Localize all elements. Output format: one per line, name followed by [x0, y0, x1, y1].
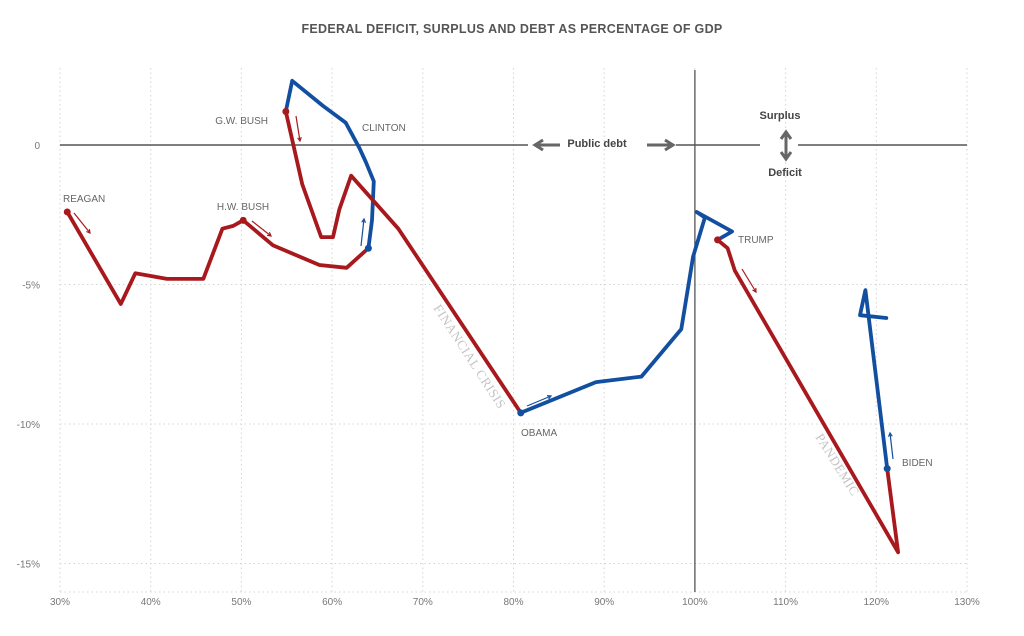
arrowhead-icon	[266, 232, 272, 237]
y-tick-label: -10%	[17, 420, 40, 431]
series-start-marker	[282, 108, 290, 116]
left-arrow-icon	[532, 138, 560, 152]
up-down-arrow-icon	[779, 129, 793, 162]
direction-arrow-icon	[526, 395, 552, 407]
series-line-biden	[858, 288, 890, 471]
series	[63, 78, 900, 555]
president-label: TRUMP	[738, 235, 774, 246]
series-start-marker	[364, 244, 372, 252]
series-start-marker	[883, 465, 891, 473]
y-tick-label: 0	[34, 141, 40, 152]
x-tick-label: 30%	[50, 597, 70, 608]
pandemic-label: PANDEMIC	[812, 431, 862, 499]
y-tick-label: -5%	[22, 281, 40, 292]
series-line-g-w-bush	[283, 109, 523, 415]
president-label: G.W. BUSH	[215, 116, 268, 127]
arrowhead-icon	[297, 137, 302, 143]
president-labels: REAGAN H.W. BUSH CLINTON G.W. BUSH OBAMA TRUM…	[63, 115, 933, 469]
president-label: BIDEN	[902, 458, 933, 469]
financial-crisis-label: FINANCIAL CRISIS	[430, 301, 509, 411]
x-tick-label: 60%	[322, 597, 342, 608]
x-tick-label: 50%	[231, 597, 251, 608]
chart-title: FEDERAL DEFICIT, SURPLUS AND DEBT AS PER…	[301, 22, 722, 36]
president-label: REAGAN	[63, 194, 105, 205]
x-tick-label: 90%	[594, 597, 614, 608]
series-start-marker	[239, 216, 247, 224]
annotations: Public debt Surplus Deficit FINANCIAL CR…	[430, 110, 862, 499]
y-tick-label: -15%	[17, 560, 40, 571]
series-start-marker	[517, 409, 525, 417]
tick-labels: 30% 40% 50% 60% 70% 80% 90% 100% 110% 120% 130% 0 -5…	[17, 141, 980, 608]
arrowhead-icon	[752, 287, 757, 294]
arrowhead-icon	[361, 217, 367, 223]
x-tick-label: 70%	[413, 597, 433, 608]
president-label: H.W. BUSH	[217, 202, 269, 213]
arrowhead-icon	[887, 431, 893, 437]
series-start-marker	[63, 208, 71, 216]
x-tick-label: 120%	[864, 597, 890, 608]
x-tick-label: 130%	[954, 597, 980, 608]
x-tick-label: 80%	[503, 597, 523, 608]
direction-arrow-icon	[360, 218, 365, 247]
president-label: OBAMA	[521, 428, 557, 439]
direction-arrow-icon	[741, 268, 757, 293]
direction-arrow-icon	[889, 432, 894, 460]
direction-arrow-icon	[251, 220, 272, 237]
right-arrow-icon	[647, 138, 676, 152]
arrowhead-icon	[86, 228, 91, 234]
series-start-marker	[714, 236, 722, 244]
arrowhead-icon	[546, 395, 553, 400]
x-tick-label: 40%	[141, 597, 161, 608]
surplus-label: Surplus	[760, 110, 801, 122]
direction-arrow-icon	[295, 115, 301, 142]
series-line-clinton	[283, 78, 376, 251]
x-tick-label: 110%	[773, 597, 798, 608]
public-debt-label: Public debt	[567, 138, 627, 150]
series-line-trump	[715, 238, 900, 555]
x-tick-label: 100%	[682, 597, 708, 608]
grid	[59, 68, 968, 593]
series-line-reagan	[65, 210, 246, 306]
deficit-label: Deficit	[768, 167, 802, 179]
direction-arrow-icon	[73, 212, 91, 234]
president-label: CLINTON	[362, 123, 406, 134]
series-line-h-w-bush	[241, 218, 371, 270]
series-line-obama	[518, 210, 734, 415]
